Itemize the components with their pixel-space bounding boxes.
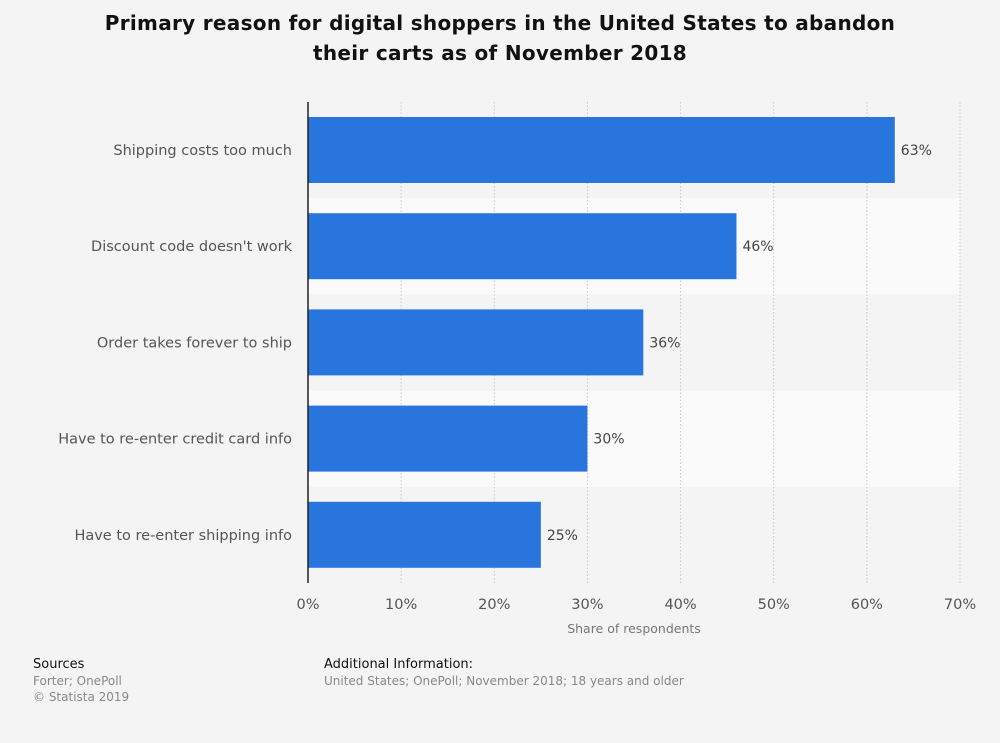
category-label: Have to re-enter credit card info — [58, 432, 292, 448]
x-tick-label: 50% — [758, 597, 790, 613]
category-label: Order takes forever to ship — [97, 335, 292, 351]
additional-info-block: Additional Information: United States; O… — [324, 657, 684, 689]
category-label: Discount code doesn't work — [91, 239, 293, 255]
x-axis-label: Share of respondents — [567, 621, 701, 636]
bar — [308, 405, 588, 472]
sources-heading: Sources — [33, 657, 85, 672]
x-tick-label: 60% — [851, 597, 883, 613]
copyright: © Statista 2019 — [33, 690, 130, 704]
x-tick-label: 0% — [296, 597, 319, 613]
sources-block: Sources Forter; OnePoll © Statista 2019 — [33, 657, 129, 705]
data-label: 25% — [547, 528, 578, 544]
x-tick-label: 20% — [478, 597, 510, 613]
x-tick-label: 30% — [571, 597, 603, 613]
bar — [308, 309, 644, 376]
x-tick-label: 10% — [385, 597, 417, 613]
data-label: 63% — [901, 143, 932, 159]
category-label: Shipping costs too much — [113, 143, 292, 159]
sources-text[interactable]: Forter; OnePoll — [33, 674, 122, 688]
data-label: 30% — [593, 432, 624, 448]
data-label: 36% — [649, 335, 680, 351]
chart-title: Primary reason for digital shoppers in t… — [104, 11, 896, 65]
x-tick-label: 70% — [944, 597, 976, 613]
additional-heading: Additional Information: — [324, 657, 474, 672]
bar-chart: 0% 10% 20% 30% 40% 50% 60% 70% 63% Shipping costs… — [58, 102, 976, 636]
additional-text: United States; OnePoll; November 2018; 1… — [324, 674, 684, 688]
bar — [308, 501, 541, 568]
x-tick-label: 40% — [664, 597, 696, 613]
category-label: Have to re-enter shipping info — [74, 528, 292, 544]
data-label: 46% — [742, 239, 773, 255]
bar — [308, 117, 895, 183]
bar — [308, 213, 737, 280]
